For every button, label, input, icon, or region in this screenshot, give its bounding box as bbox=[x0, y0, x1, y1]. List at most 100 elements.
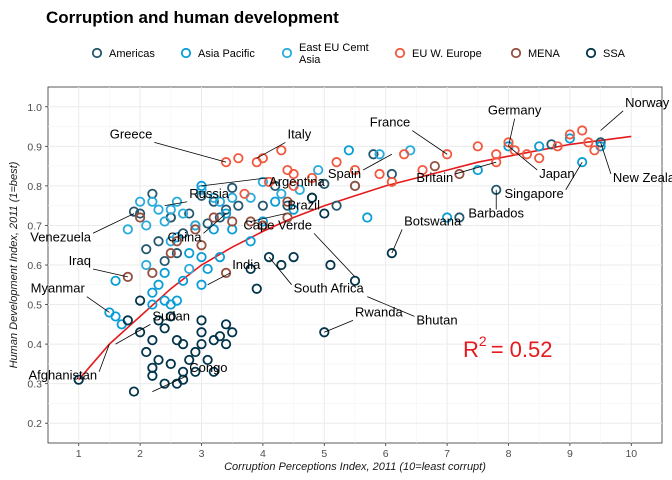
y-tick-label: 0.9 bbox=[27, 141, 42, 153]
y-tick-label: 1.0 bbox=[27, 102, 42, 114]
point-asia-pacific bbox=[245, 236, 256, 247]
label-cape-verde: Cape Verde bbox=[243, 217, 312, 232]
label-britain: Britain bbox=[416, 170, 453, 185]
y-tick-label: 0.3 bbox=[27, 379, 42, 391]
label-leader-russia bbox=[164, 201, 188, 207]
point-mena bbox=[135, 212, 146, 223]
point-eu-w-europe bbox=[589, 145, 600, 156]
point-asia-pacific bbox=[214, 251, 226, 263]
label-france: France bbox=[370, 115, 410, 130]
legend-key-eu-w-europe bbox=[394, 47, 406, 59]
point-ssa bbox=[220, 319, 232, 330]
legend-key-mena bbox=[510, 47, 522, 59]
label-leader-new-zealand bbox=[600, 142, 612, 175]
x-axis: 1 2 3 4 5 6 7 8 9 10 bbox=[76, 443, 637, 460]
point-asia-pacific bbox=[184, 248, 195, 259]
point-east-eu-cemt-asia bbox=[165, 204, 176, 215]
x-tick-label: 9 bbox=[567, 448, 573, 460]
point-ssa bbox=[251, 283, 262, 294]
label-afghanistan: Afghanistan bbox=[28, 368, 97, 383]
point-ssa bbox=[196, 327, 207, 338]
legend-item-eu-w-europe: EU W. Europe bbox=[394, 47, 482, 60]
x-tick-label: 1 bbox=[76, 448, 82, 460]
series-eu-w-europe bbox=[220, 125, 600, 199]
label-italy: Italy bbox=[287, 126, 311, 141]
point-asia-pacific bbox=[159, 267, 170, 279]
point-ssa bbox=[177, 339, 189, 350]
label-leader-japan bbox=[508, 146, 538, 171]
point-asia-pacific bbox=[159, 295, 170, 306]
chart-title: Corruption and human development bbox=[46, 8, 339, 27]
point-ssa bbox=[184, 354, 195, 366]
point-asia-pacific bbox=[534, 141, 545, 152]
point-eu-w-europe bbox=[441, 149, 453, 160]
label-leader-myanmar bbox=[86, 296, 110, 313]
point-americas bbox=[171, 248, 183, 259]
label-leader-spain bbox=[362, 153, 393, 171]
legend-label-eu-w-europe: EU W. Europe bbox=[412, 48, 482, 60]
label-leader-afghanistan bbox=[98, 343, 110, 372]
point-americas bbox=[184, 208, 195, 219]
y-tick-label: 0.2 bbox=[27, 418, 42, 430]
r2-value: = 0.52 bbox=[491, 337, 553, 362]
label-leader-argentina bbox=[201, 177, 268, 187]
point-americas bbox=[331, 200, 342, 211]
point-east-eu-cemt-asia bbox=[313, 164, 324, 176]
point-mena bbox=[208, 212, 219, 223]
label-congo: Congo bbox=[189, 360, 227, 375]
point-asia-pacific bbox=[196, 279, 207, 290]
label-china: China bbox=[168, 229, 203, 244]
legend-label-east-eu-cemt-asia: East EU Cemt Asia bbox=[299, 42, 369, 66]
point-americas bbox=[454, 212, 465, 223]
x-tick-label: 3 bbox=[199, 448, 205, 460]
point-eu-w-europe bbox=[239, 188, 250, 199]
point-east-eu-cemt-asia bbox=[135, 196, 146, 207]
point-east-eu-cemt-asia bbox=[214, 196, 226, 207]
point-asia-pacific bbox=[472, 164, 483, 176]
series-east-eu-cemt-asia bbox=[122, 145, 416, 275]
label-japan: Japan bbox=[539, 166, 574, 181]
point-americas bbox=[227, 182, 238, 193]
point-eu-w-europe bbox=[276, 145, 287, 156]
legend-label-mena: MENA bbox=[528, 48, 560, 60]
point-mena bbox=[171, 236, 183, 247]
x-tick-label: 10 bbox=[625, 448, 637, 460]
point-east-eu-cemt-asia bbox=[257, 176, 268, 188]
point-eu-w-europe bbox=[564, 129, 576, 140]
point-ssa bbox=[245, 263, 256, 275]
label-leader-india bbox=[207, 272, 231, 286]
point-east-eu-cemt-asia bbox=[165, 236, 176, 247]
label-venezuela: Venezuela bbox=[30, 229, 91, 244]
label-botswana: Botswana bbox=[404, 213, 462, 228]
point-ssa bbox=[319, 327, 330, 338]
point-americas bbox=[595, 137, 606, 148]
series-ssa bbox=[73, 192, 397, 397]
point-mena bbox=[429, 161, 440, 172]
point-mena bbox=[122, 271, 133, 282]
point-americas bbox=[233, 200, 244, 211]
point-east-eu-cemt-asia bbox=[147, 196, 158, 207]
point-americas bbox=[153, 236, 164, 247]
y-tick-label: 0.4 bbox=[27, 339, 42, 351]
point-mena bbox=[227, 216, 238, 227]
point-eu-w-europe bbox=[577, 125, 588, 136]
label-leader-iraq bbox=[92, 268, 128, 278]
point-east-eu-cemt-asia bbox=[374, 149, 385, 160]
label-barbados: Barbados bbox=[468, 206, 524, 221]
label-leader-south-africa bbox=[268, 256, 292, 285]
point-ssa bbox=[135, 295, 146, 306]
point-americas bbox=[196, 190, 207, 201]
label-bhutan: Bhutan bbox=[416, 312, 457, 327]
point-eu-w-europe bbox=[349, 164, 361, 176]
point-east-eu-cemt-asia bbox=[227, 192, 238, 203]
point-asia-pacific bbox=[196, 251, 207, 263]
legend-item-east-eu-cemt-asia: East EU Cemt Asia bbox=[281, 42, 369, 66]
point-eu-w-europe bbox=[331, 157, 342, 168]
point-eu-w-europe bbox=[374, 168, 385, 180]
point-ssa bbox=[227, 327, 238, 338]
point-asia-pacific bbox=[147, 287, 158, 298]
legend-item-americas: Americas bbox=[91, 47, 155, 60]
point-east-eu-cemt-asia bbox=[171, 196, 183, 207]
label-leader-france bbox=[412, 130, 448, 155]
label-leader-congo bbox=[152, 375, 188, 392]
